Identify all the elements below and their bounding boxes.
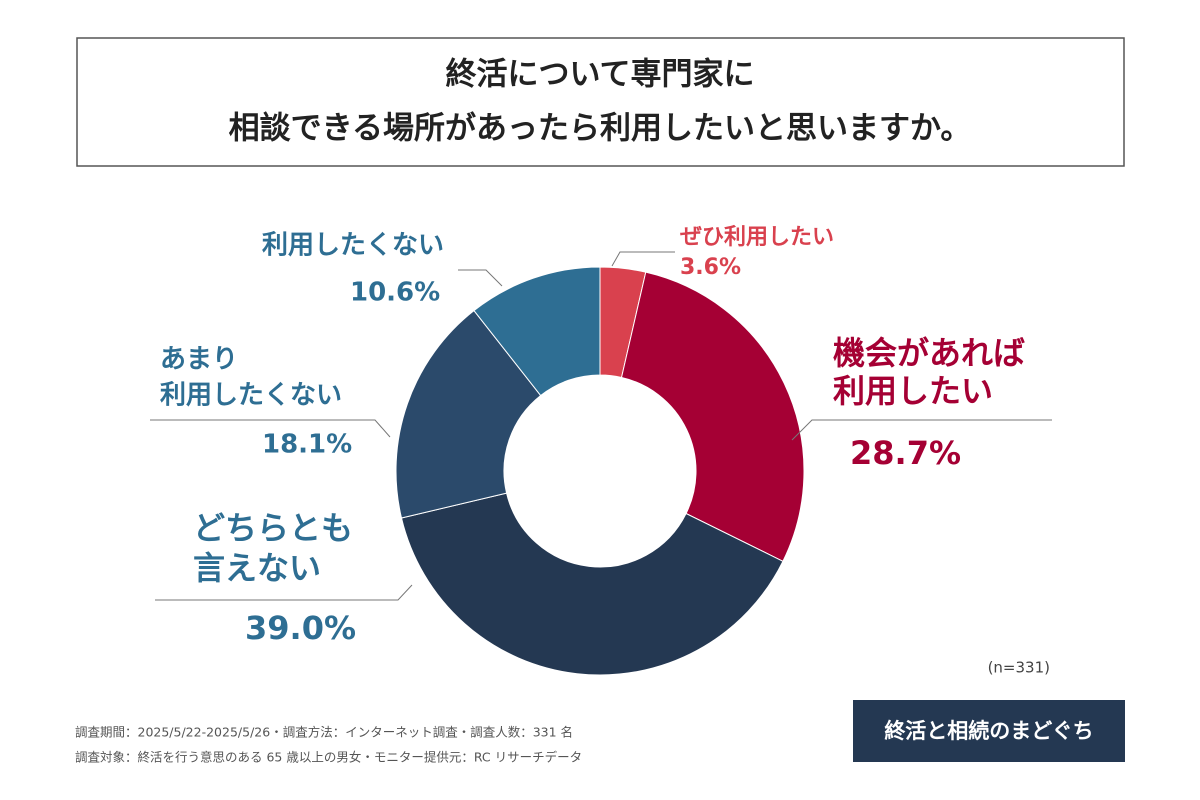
slice-label: 利用したい [833,372,993,410]
donut-slice [395,309,542,519]
logo-box [853,700,1125,762]
value-label: 10.6% [350,278,440,308]
leader-line [155,584,413,601]
value-label: 39.0% [245,609,356,647]
value-label: 28.7% [850,434,961,472]
slice-label: 言えない [193,549,321,587]
slice-label: あまり [160,345,238,375]
value-label: 3.6% [680,255,741,280]
logo: 終活と相続のまどぐち [884,719,1093,743]
slice-label: 利用したくない [160,381,342,411]
donut-slice [620,271,805,562]
leader-line [150,419,391,438]
sample-note: (n=331) [988,659,1050,677]
value-label: 18.1% [262,430,352,460]
title-box [76,37,1125,167]
slice-label: ぜひ利用したい [680,225,834,250]
donut-slice [400,492,784,676]
donut-slice [473,266,601,397]
slice-label: どちらとも [193,509,353,547]
footnote: 調査対象：終活を行う意思のある 65 歳以上の男女・モニター提供元：RC リサー… [75,750,582,765]
slice-label: 利用したくない [262,231,444,261]
chart-title: 相談できる場所があったら利用したいと思いますか。 [229,111,972,147]
chart-title: 終活について専門家に [445,57,754,93]
leader-line [791,419,1052,441]
leader-line [458,269,503,287]
slice-label: 機会があれば [833,334,1025,372]
footnote: 調査期間：2025/5/22-2025/5/26・調査方法：インターネット調査・… [75,725,573,740]
leader-line [611,251,675,267]
